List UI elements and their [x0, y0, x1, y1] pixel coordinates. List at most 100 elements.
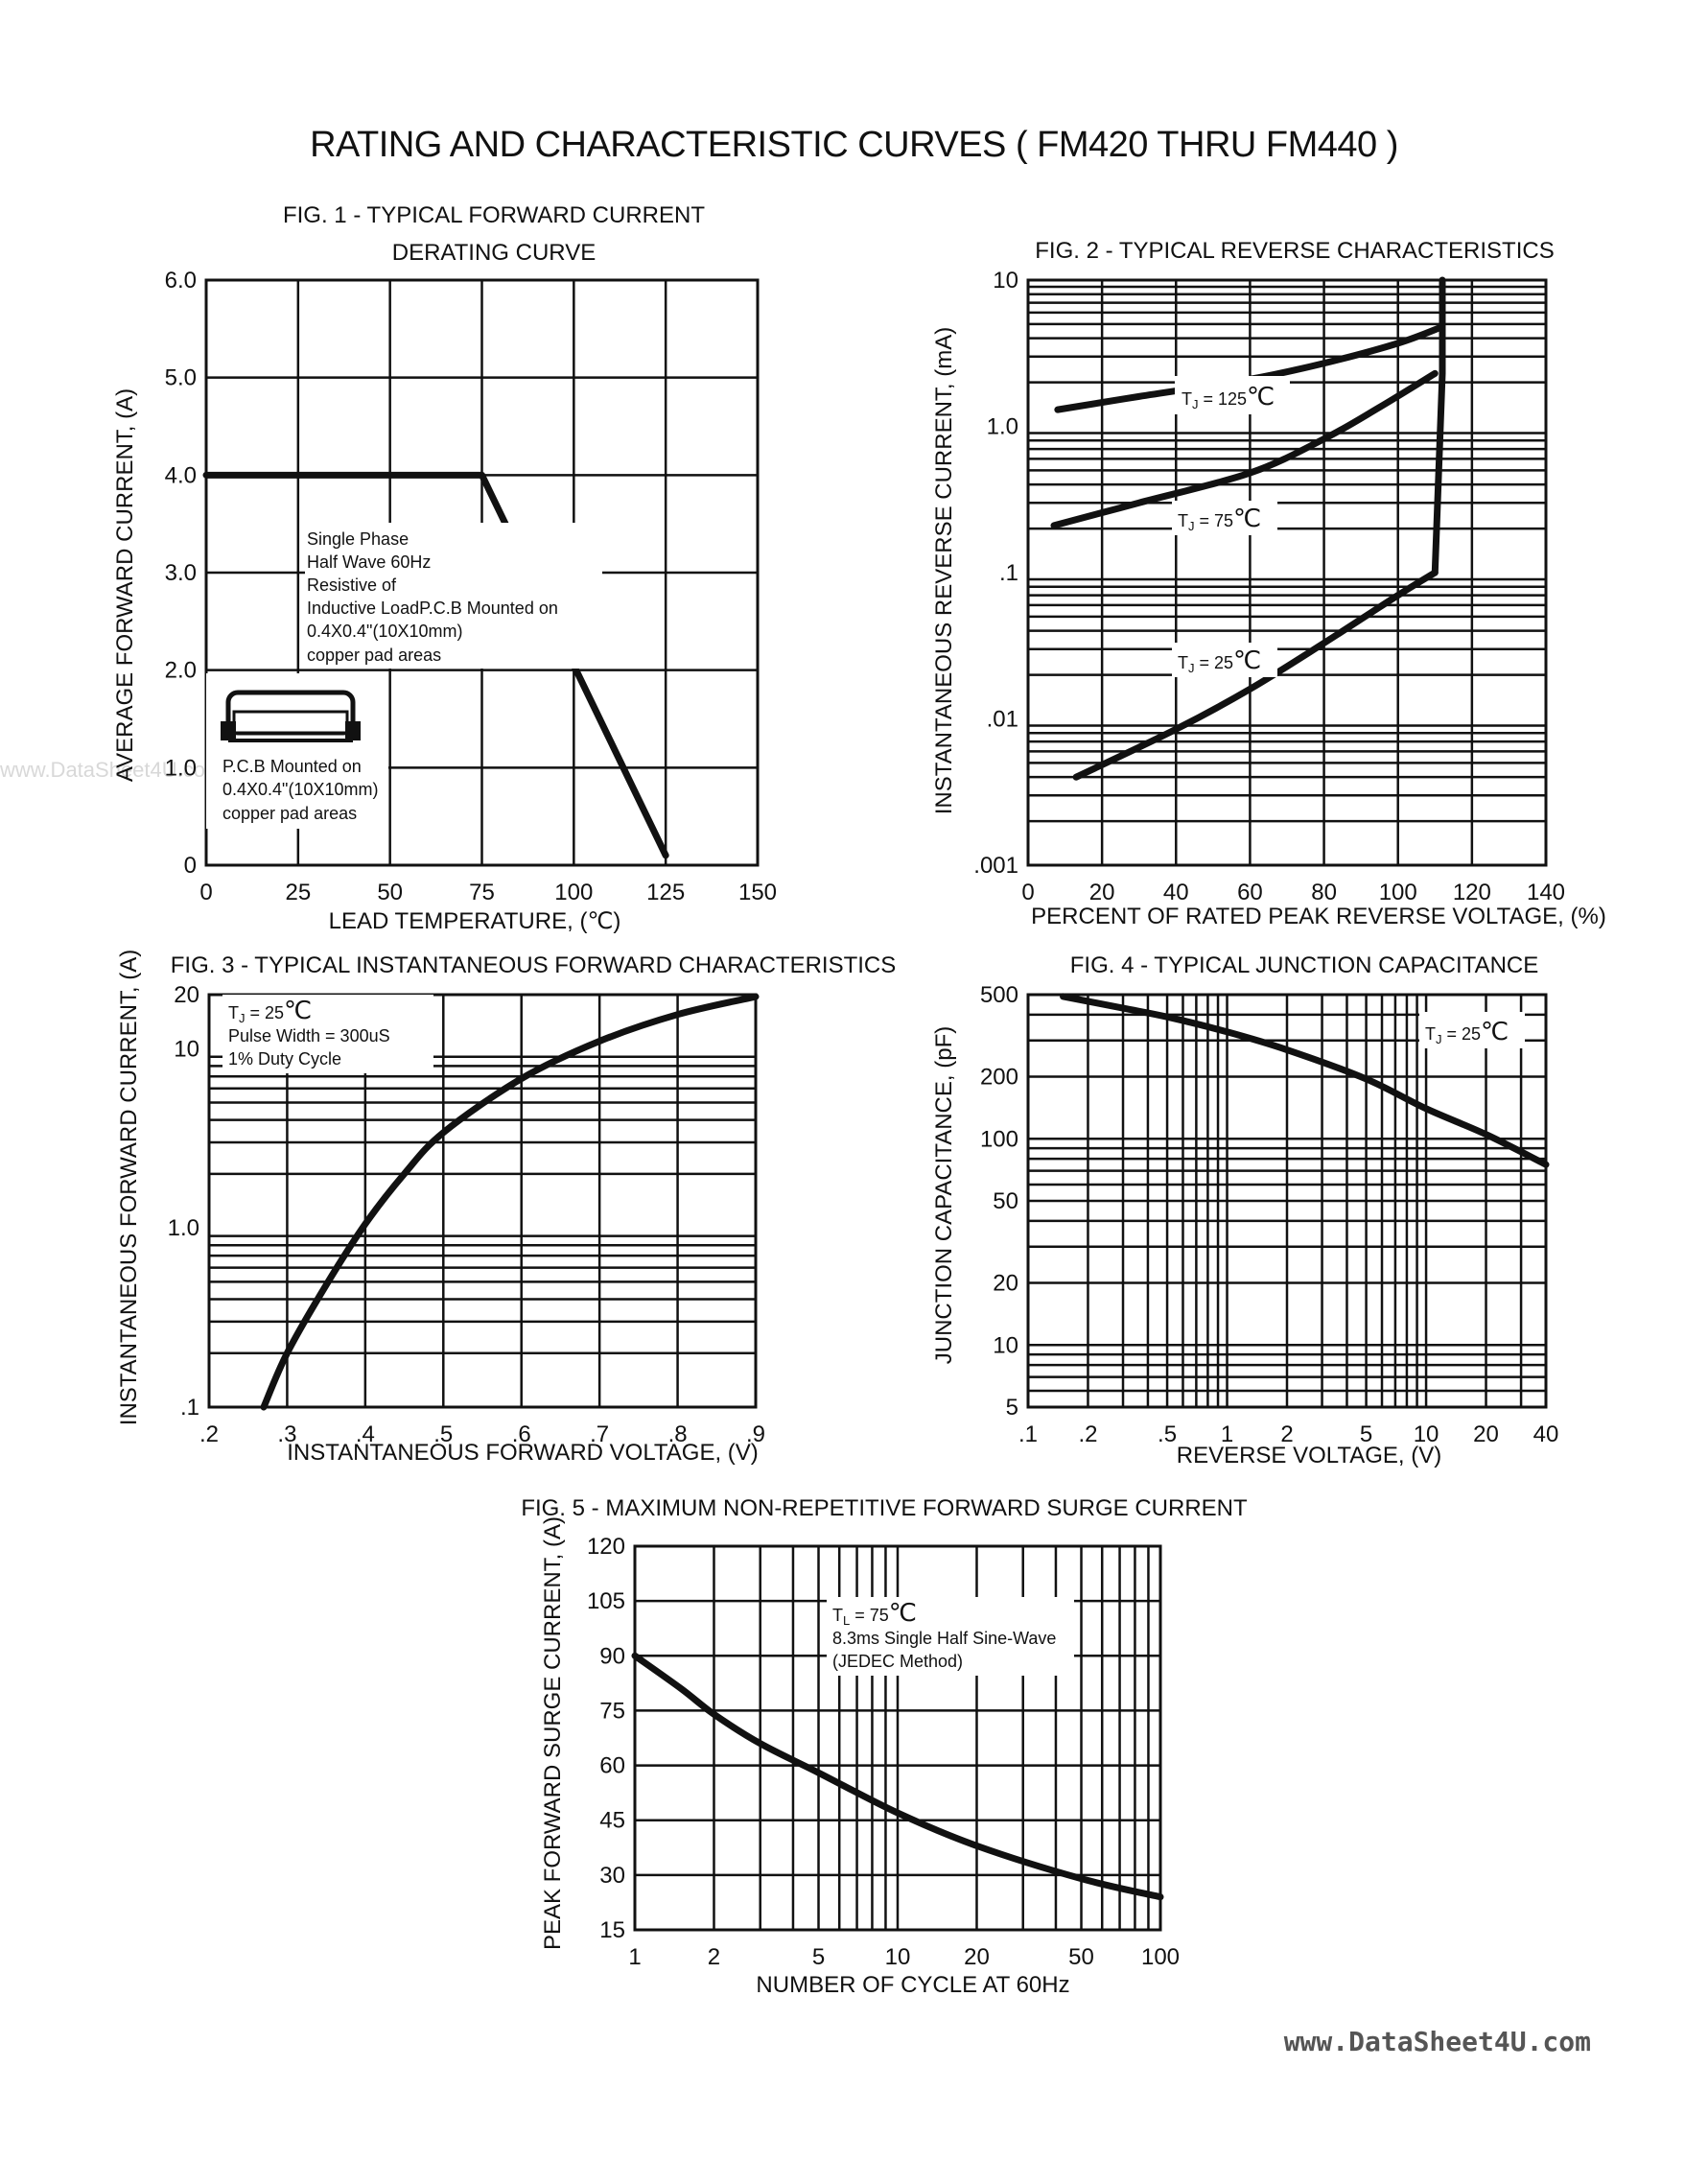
fig5-note-bg: [827, 1597, 1074, 1676]
fig4-note-bg: [1419, 1012, 1525, 1048]
fig5-xlabel: NUMBER OF CYCLE AT 60Hz: [756, 1972, 1069, 1998]
fig3-series-line: [260, 993, 760, 1411]
fig4-series-line: [1060, 993, 1550, 1168]
fig3-note-line: Pulse Width = 300uS: [228, 1026, 390, 1045]
fig4-xtick-label: 20: [1473, 1421, 1499, 1447]
fig2-series: [1050, 276, 1446, 781]
tl-sub: L: [843, 1613, 850, 1628]
fig1-xlabel: LEAD TEMPERATURE, (℃): [329, 908, 621, 934]
fig2-series-line: [1431, 276, 1446, 576]
fig1-note2-line: P.C.B Mounted on: [222, 757, 362, 776]
fig3-ylabel: INSTANTANEOUS FORWARD CURRENT, (A): [116, 950, 142, 1425]
tj-unit: ℃: [1481, 1017, 1509, 1045]
fig4-xtick-label: 5: [1360, 1421, 1372, 1447]
fig1-ytick-label: 5.0: [165, 365, 197, 391]
tj-value: = 75: [1195, 511, 1234, 530]
fig1-grid: [204, 278, 760, 867]
fig1-note-line: Half Wave 60Hz: [307, 552, 431, 572]
fig1-note-line: Inductive LoadP.C.B Mounted on: [307, 599, 558, 618]
fig5-ytick-label: 60: [599, 1753, 625, 1779]
fig4-xtick-label: .2: [1078, 1421, 1097, 1447]
fig5-xtick-label: 1: [628, 1944, 641, 1970]
tj-value: = 125: [1199, 389, 1248, 409]
fig2-xtick-label: 60: [1237, 880, 1263, 905]
tj-t: T: [1178, 511, 1188, 530]
tj-value: = 25: [1442, 1024, 1482, 1044]
fig4-ticks: .1 .2 .5 1 2 5 10 20 40 5 10 20 50 100 200 500: [980, 982, 1558, 1447]
fig3-xtick-label: .9: [746, 1421, 765, 1447]
fig1-note-line: 0.4X0.4"(10X10mm): [307, 622, 462, 641]
tj-t: T: [1178, 653, 1188, 672]
fig2-grid: [1026, 278, 1548, 867]
fig2-ytick-label: 1.0: [987, 414, 1018, 440]
fig2-ytick-label: .001: [973, 853, 1018, 879]
fig3-title: FIG. 3 - TYPICAL INSTANTANEOUS FORWARD C…: [171, 952, 897, 978]
tj-sub: J: [1188, 519, 1195, 533]
fig5-ytick-label: 105: [587, 1588, 625, 1614]
fig3-note-line: 1% Duty Cycle: [228, 1049, 341, 1069]
fig3-xtick-label: .4: [356, 1421, 375, 1447]
fig5-xtick-label: 2: [708, 1944, 720, 1970]
fig1-ylabel: AVERAGE FORWARD CURRENT, (A): [112, 388, 138, 782]
fig2-xtick-label: 140: [1527, 880, 1565, 905]
tj-unit: ℃: [284, 996, 312, 1024]
fig3-grid: [207, 993, 758, 1409]
smd-package-icon: [221, 690, 361, 742]
tl-value: = 75: [850, 1606, 889, 1625]
fig4-grid: [1026, 993, 1548, 1409]
fig2-label-bg: [1172, 501, 1277, 535]
fig1-note2-line: 0.4X0.4"(10X10mm): [222, 780, 378, 799]
fig3-xtick-label: .8: [668, 1421, 688, 1447]
fig3-series: [260, 993, 760, 1411]
fig3-xtick-label: .3: [277, 1421, 296, 1447]
fig5-xtick-label: 100: [1141, 1944, 1180, 1970]
tj-sub: J: [1188, 661, 1195, 675]
fig3-chart: FIG. 3 - TYPICAL INSTANTANEOUS FORWARD C…: [116, 950, 896, 1466]
fig4-note-tj: TJ = 25℃: [1425, 1017, 1509, 1046]
fig2-ticks: 0 20 40 60 80 100 120 140 .001 .01 .1 1.0 10: [973, 268, 1565, 905]
fig1-ytick-label: 0: [184, 853, 197, 879]
fig4-xtick-label: 40: [1533, 1421, 1559, 1447]
fig5-xtick-label: 50: [1068, 1944, 1094, 1970]
fig5-series-line: [631, 1652, 1164, 1901]
fig4-xtick-label: .1: [1018, 1421, 1038, 1447]
fig1-xtick-label: 75: [469, 880, 495, 905]
fig5-xtick-label: 20: [964, 1944, 990, 1970]
fig5-ytick-label: 15: [599, 1917, 625, 1943]
fig1-chart: FIG. 1 - TYPICAL FORWARD CURRENT DERATIN…: [112, 202, 777, 934]
fig5-ytick-label: 75: [599, 1698, 625, 1724]
fig2-ylabel: INSTANTANEOUS REVERSE CURRENT, (mA): [931, 327, 957, 815]
fig1-xtick-label: 0: [199, 880, 212, 905]
fig2-series-line: [1050, 369, 1439, 529]
fig1-note2-line: copper pad areas: [222, 804, 357, 823]
fig2-label-25: TJ = 25℃: [1178, 646, 1261, 675]
fig5-note-line: (JEDEC Method): [832, 1652, 963, 1671]
fig5-ytick-label: 45: [599, 1808, 625, 1834]
tj-t: T: [228, 1003, 239, 1022]
fig2-ytick-label: .01: [987, 707, 1018, 733]
fig1-note-line: Single Phase: [307, 529, 409, 549]
fig3-xtick-label: .2: [199, 1421, 219, 1447]
fig1-ytick-label: 4.0: [165, 462, 197, 488]
fig1-title: FIG. 1 - TYPICAL FORWARD CURRENT: [283, 202, 705, 228]
fig1-series-line: [202, 471, 669, 859]
fig4-ytick-label: 100: [980, 1126, 1018, 1152]
fig3-note-tj: TJ = 25℃: [228, 996, 312, 1025]
fig4-ytick-label: 50: [993, 1188, 1018, 1214]
fig4-ytick-label: 10: [993, 1332, 1018, 1358]
fig4-ytick-label: 20: [993, 1271, 1018, 1297]
fig4-series: [1060, 993, 1550, 1168]
fig3-ytick-label: 20: [174, 982, 199, 1008]
tj-value: = 25: [246, 1003, 285, 1022]
side-watermark: www.DataSheet4U.com: [0, 758, 223, 782]
tj-t: T: [1182, 389, 1192, 409]
tl-unit: ℃: [889, 1598, 917, 1627]
fig2-xlabel: PERCENT OF RATED PEAK REVERSE VOLTAGE, (…: [1031, 904, 1606, 929]
fig3-xtick-label: .5: [433, 1421, 453, 1447]
fig4-xtick-label: .5: [1158, 1421, 1177, 1447]
tj-t: T: [1425, 1024, 1436, 1044]
fig4-ylabel: JUNCTION CAPACITANCE, (pF): [931, 1026, 957, 1364]
tj-sub: J: [1192, 397, 1199, 411]
fig4-ytick-label: 5: [1006, 1395, 1018, 1421]
fig1-ticks: 0 25 50 75 100 125 150 0 1.0 2.0 3.0 4.0 5.0 6.0: [165, 268, 777, 905]
